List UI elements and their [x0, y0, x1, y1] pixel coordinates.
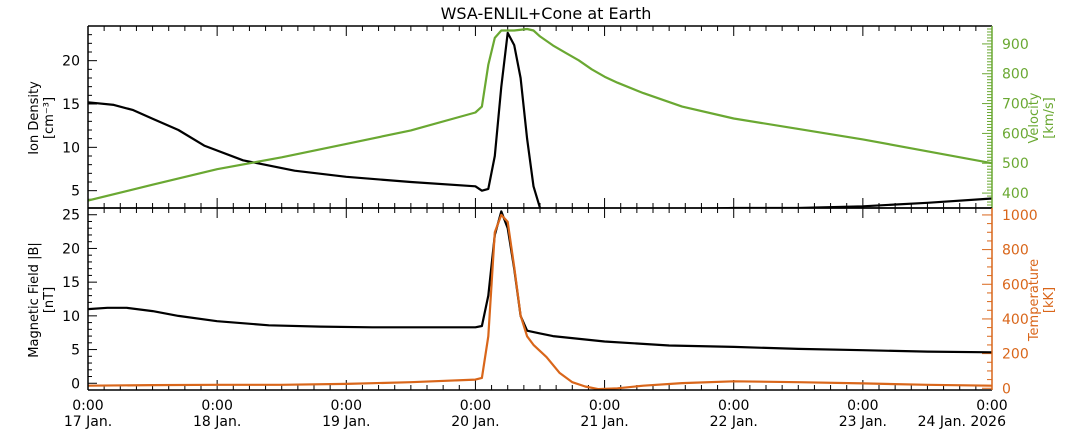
- right-axis-tick-label: 600: [1002, 126, 1029, 142]
- x-axis-date-label: 20 Jan.: [451, 414, 499, 430]
- x-axis-time-label: 0:00: [976, 398, 1007, 414]
- left-axis-tick-label: 15: [62, 275, 80, 291]
- x-axis-time-label: 0:00: [460, 398, 491, 414]
- right-axis-tick-label: 1000: [1002, 208, 1038, 224]
- right-axis-series-line: [88, 213, 992, 390]
- bottom-right-axis-unit: [kK]: [1042, 287, 1057, 313]
- top-left-axis-label: Ion Density: [27, 81, 42, 155]
- right-axis-tick-label: 400: [1002, 186, 1029, 202]
- bottom-right-axis-label: Temperature: [1027, 259, 1042, 342]
- left-axis-tick-label: 25: [62, 208, 80, 224]
- x-axis-time-label: 0:00: [847, 398, 878, 414]
- bottom-left-axis-unit: [nT]: [42, 287, 57, 313]
- right-axis-tick-label: 800: [1002, 243, 1029, 259]
- chart-title: WSA-ENLIL+Cone at Earth: [441, 4, 652, 23]
- top-left-axis-unit: [cm⁻³]: [42, 97, 57, 139]
- left-axis-tick-label: 20: [62, 54, 80, 70]
- x-axis-date-label: 24 Jan. 2026: [918, 414, 1006, 430]
- x-axis-time-label: 0:00: [331, 398, 362, 414]
- x-axis-date-label: 18 Jan.: [193, 414, 241, 430]
- left-axis-tick-label: 15: [62, 97, 80, 113]
- left-axis-tick-label: 5: [71, 343, 80, 359]
- x-axis-date-label: 23 Jan.: [839, 414, 887, 430]
- right-axis-tick-label: 700: [1002, 97, 1029, 113]
- right-axis-tick-label: 200: [1002, 347, 1029, 363]
- left-axis-tick-label: 20: [62, 241, 80, 257]
- left-axis-series-line: [88, 31, 992, 208]
- top-right-axis-label: Velocity: [1027, 92, 1042, 143]
- x-axis-date-label: 17 Jan.: [64, 414, 112, 430]
- x-axis-time-label: 0:00: [589, 398, 620, 414]
- top-right-axis-unit: [km/s]: [1042, 97, 1057, 139]
- right-axis-tick-label: 400: [1002, 312, 1029, 328]
- left-axis-tick-label: 10: [62, 140, 80, 156]
- x-axis-time-label: 0:00: [718, 398, 749, 414]
- x-axis-time-label: 0:00: [72, 398, 103, 414]
- left-axis-tick-label: 0: [71, 376, 80, 392]
- bottom-left-axis-label: Magnetic Field |B|: [27, 242, 42, 357]
- left-axis-tick-label: 5: [71, 184, 80, 200]
- x-axis-date-label: 19 Jan.: [322, 414, 370, 430]
- right-axis-tick-label: 800: [1002, 67, 1029, 83]
- right-axis-tick-label: 0: [1002, 381, 1011, 397]
- x-axis-date-label: 22 Jan.: [710, 414, 758, 430]
- right-axis-tick-label: 500: [1002, 156, 1029, 172]
- right-axis-tick-label: 600: [1002, 277, 1029, 293]
- left-axis-tick-label: 10: [62, 309, 80, 325]
- right-axis-tick-label: 900: [1002, 37, 1029, 53]
- right-axis-series-line: [88, 27, 992, 202]
- x-axis-time-label: 0:00: [201, 398, 232, 414]
- left-axis-series-line: [88, 210, 992, 354]
- x-axis-date-label: 21 Jan.: [580, 414, 628, 430]
